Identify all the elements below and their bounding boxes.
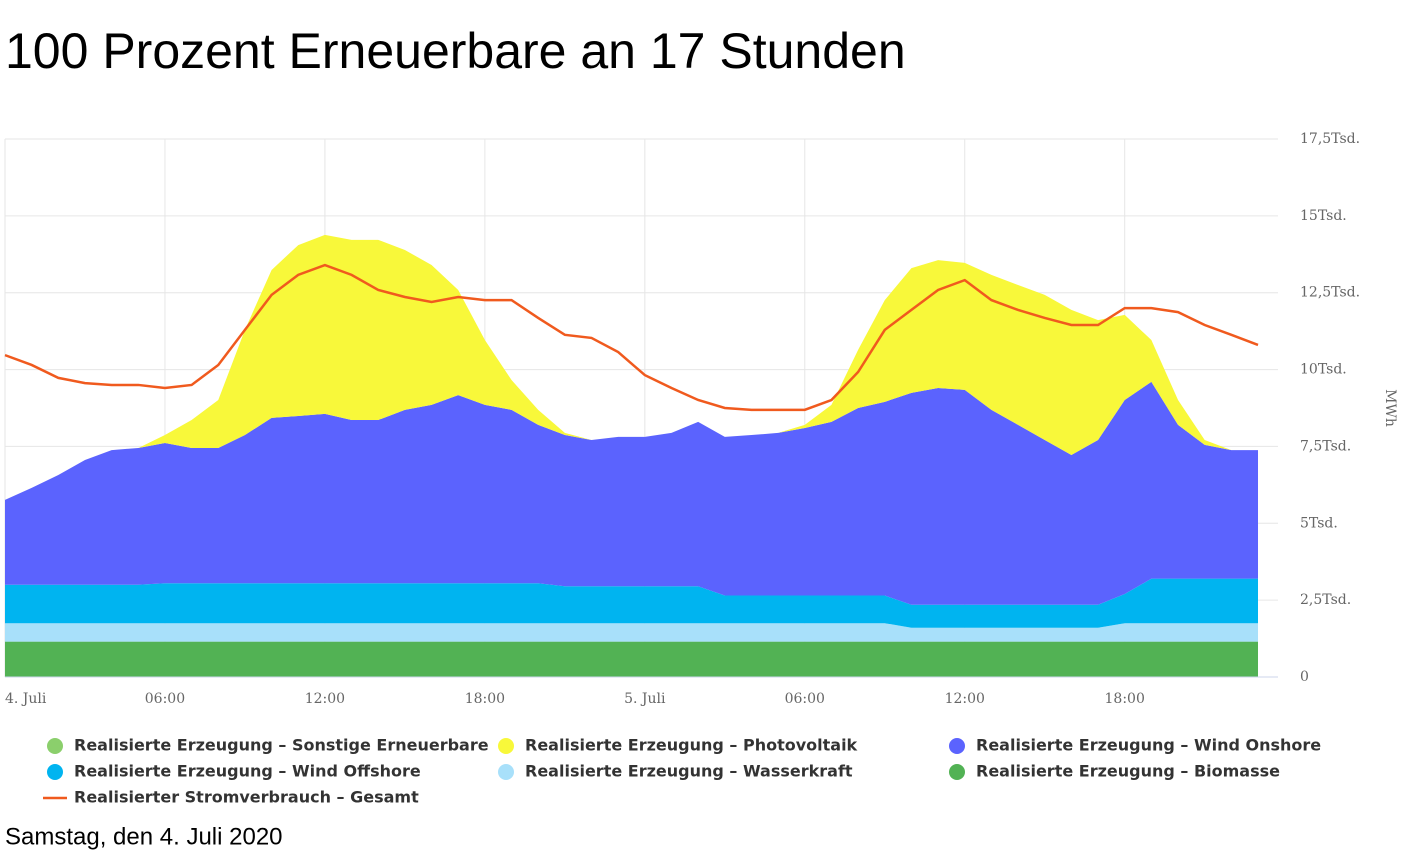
legend-label: Realisierter Stromverbrauch – Gesamt bbox=[74, 788, 419, 807]
x-tick-label: 06:00 bbox=[145, 691, 185, 707]
legend-symbol bbox=[949, 738, 965, 754]
legend-label: Realisierte Erzeugung – Sonstige Erneuer… bbox=[74, 736, 489, 755]
y-tick-label: 10Tsd. bbox=[1300, 362, 1347, 378]
chart-title: 100 Prozent Erneuerbare an 17 Stunden bbox=[5, 23, 906, 79]
line bbox=[4, 263, 1259, 412]
legend-symbol bbox=[47, 764, 63, 780]
legend-label: Realisierte Erzeugung – Wind Offshore bbox=[74, 762, 421, 781]
y-tick-label: 12,5Tsd. bbox=[1300, 285, 1360, 301]
y-tick-label: 0 bbox=[1300, 669, 1309, 685]
area bbox=[5, 234, 1259, 500]
x-tick-label: 18:00 bbox=[1105, 691, 1145, 707]
legend-symbol bbox=[47, 738, 63, 754]
area bbox=[5, 641, 1259, 677]
legend-label: Realisierte Erzeugung – Wind Onshore bbox=[976, 736, 1321, 755]
legend-label: Realisierte Erzeugung – Biomasse bbox=[976, 762, 1280, 781]
x-tick-label: 5. Juli bbox=[624, 691, 666, 707]
x-tick-label: 4. Juli bbox=[5, 691, 47, 707]
y-tick-label: 17,5Tsd. bbox=[1300, 131, 1360, 147]
x-tick-label: 06:00 bbox=[785, 691, 825, 707]
y-tick-label: 5Tsd. bbox=[1300, 515, 1338, 531]
y-tick-label: 7,5Tsd. bbox=[1300, 438, 1351, 454]
area bbox=[5, 381, 1259, 605]
y-tick-label: 15Tsd. bbox=[1300, 208, 1347, 224]
legend-label: Realisierte Erzeugung – Wasserkraft bbox=[525, 762, 853, 781]
subtitle: Samstag, den 4. Juli 2020 bbox=[5, 823, 283, 850]
y-tick-label: 2,5Tsd. bbox=[1300, 592, 1351, 608]
legend-label: Realisierte Erzeugung – Photovoltaik bbox=[525, 736, 858, 755]
legend-symbol bbox=[949, 764, 965, 780]
legend-symbol bbox=[498, 764, 514, 780]
y-axis-label: MWh bbox=[1382, 389, 1398, 427]
x-tick-label: 12:00 bbox=[945, 691, 985, 707]
x-tick-label: 18:00 bbox=[465, 691, 505, 707]
x-tick-label: 12:00 bbox=[305, 691, 345, 707]
area bbox=[5, 578, 1259, 628]
legend-symbol bbox=[498, 738, 514, 754]
